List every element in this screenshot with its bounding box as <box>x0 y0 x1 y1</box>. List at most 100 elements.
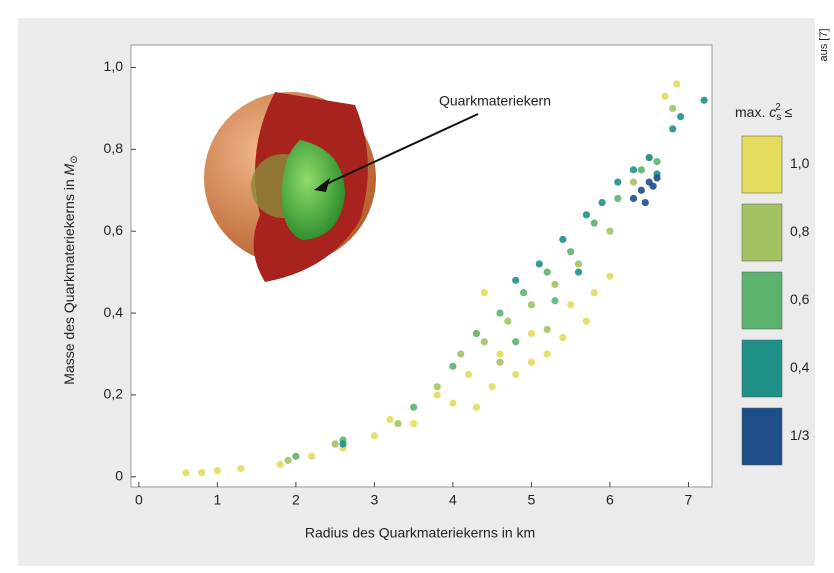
point <box>496 350 503 357</box>
point <box>308 453 315 460</box>
point <box>528 330 535 337</box>
point <box>371 432 378 439</box>
point <box>606 273 613 280</box>
point <box>410 404 417 411</box>
legend-label: 1/3 <box>790 427 810 443</box>
point <box>551 297 558 304</box>
point <box>638 187 645 194</box>
point <box>591 219 598 226</box>
point <box>661 93 668 100</box>
point <box>457 350 464 357</box>
point <box>394 420 401 427</box>
point <box>449 400 456 407</box>
point <box>536 260 543 267</box>
point <box>481 338 488 345</box>
point <box>673 80 680 87</box>
point <box>630 195 637 202</box>
legend-label: 0,6 <box>790 291 810 307</box>
x-tick-label: 0 <box>135 492 143 508</box>
point <box>630 166 637 173</box>
y-label-text: Masse des Quarkmateriekerns in <box>61 175 77 384</box>
y-tick-label: 0,8 <box>104 140 124 156</box>
point <box>332 440 339 447</box>
point <box>449 363 456 370</box>
point <box>504 318 511 325</box>
legend-title: max. cs2 ≤ <box>735 102 793 123</box>
y-label-sub: ⊙ <box>69 155 80 163</box>
point <box>481 289 488 296</box>
legend-label: 0,8 <box>790 223 810 239</box>
point <box>669 105 676 112</box>
point <box>677 113 684 120</box>
x-axis-label: Radius des Quarkmateriekerns in km <box>305 525 535 541</box>
point <box>701 97 708 104</box>
point <box>214 467 221 474</box>
legend-prefix: max. <box>735 104 769 120</box>
point <box>512 338 519 345</box>
point <box>646 154 653 161</box>
point <box>473 330 480 337</box>
x-tick-label: 6 <box>606 492 614 508</box>
y-label-symbol: M <box>61 163 77 175</box>
point <box>559 236 566 243</box>
y-tick-label: 0,2 <box>104 386 124 402</box>
legend-swatch <box>742 408 782 465</box>
chart: Radius des Quarkmateriekerns in km Masse… <box>0 0 834 573</box>
point <box>434 391 441 398</box>
y-tick-label: 1,0 <box>104 58 124 74</box>
point <box>544 269 551 276</box>
point <box>198 469 205 476</box>
source: aus [7] <box>818 28 830 61</box>
point <box>544 350 551 357</box>
point <box>614 179 621 186</box>
x-tick-label: 2 <box>292 492 300 508</box>
y-tick-label: 0,6 <box>104 222 124 238</box>
x-tick-label: 1 <box>213 492 221 508</box>
point <box>551 281 558 288</box>
point <box>284 457 291 464</box>
point <box>512 371 519 378</box>
point <box>638 166 645 173</box>
legend-swatch <box>742 340 782 397</box>
x-tick-label: 5 <box>528 492 536 508</box>
point <box>182 469 189 476</box>
point <box>630 179 637 186</box>
legend-swatch <box>742 136 782 193</box>
point <box>473 404 480 411</box>
point <box>606 228 613 235</box>
point <box>528 301 535 308</box>
x-tick-label: 4 <box>449 492 457 508</box>
legend-suffix: ≤ <box>781 104 793 120</box>
point <box>650 183 657 190</box>
point <box>642 199 649 206</box>
point <box>512 277 519 284</box>
point <box>614 195 621 202</box>
plot-area <box>131 45 712 487</box>
point <box>591 289 598 296</box>
point <box>567 301 574 308</box>
point <box>575 260 582 267</box>
x-tick-label: 7 <box>685 492 693 508</box>
point <box>559 334 566 341</box>
point <box>465 371 472 378</box>
legend-label: 1,0 <box>790 155 810 171</box>
point <box>434 383 441 390</box>
point <box>669 125 676 132</box>
point <box>567 248 574 255</box>
point <box>520 289 527 296</box>
point <box>237 465 244 472</box>
point <box>528 359 535 366</box>
legend-swatch <box>742 272 782 329</box>
point <box>292 453 299 460</box>
point <box>583 318 590 325</box>
point <box>496 359 503 366</box>
point <box>583 211 590 218</box>
point <box>496 309 503 316</box>
point <box>410 420 417 427</box>
point <box>277 461 284 468</box>
point <box>575 269 582 276</box>
point <box>386 416 393 423</box>
point <box>339 440 346 447</box>
point <box>598 199 605 206</box>
legend-label: 0,4 <box>790 359 810 375</box>
